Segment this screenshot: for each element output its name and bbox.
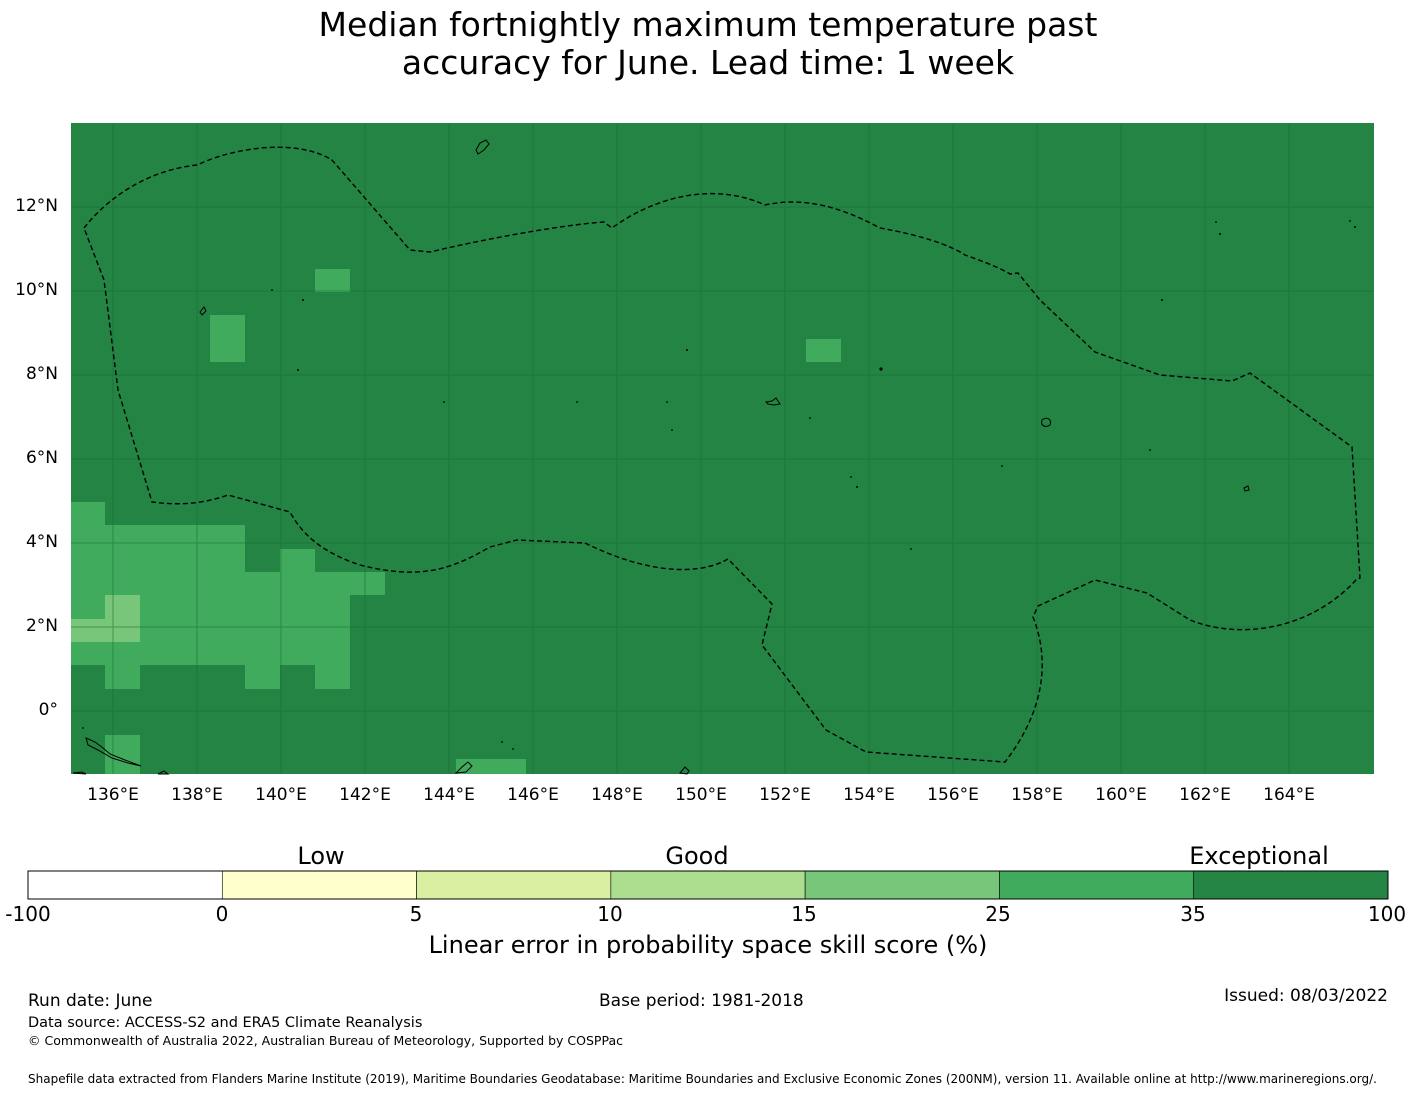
eez-boundary [83,146,1361,763]
atoll-dots [82,220,1356,750]
longitude-tick-label: 148°E [591,785,643,805]
longitude-tick-label: 160°E [1095,785,1147,805]
colorbar-tick: 0 [215,902,229,926]
palau-island [85,737,142,767]
colorbar-bin-1 [221,870,417,900]
longitude-tick-label: 162°E [1179,785,1231,805]
longitude-tick-label: 152°E [759,785,811,805]
latitude-tick-label: 12°N [15,196,58,216]
latitude-tick-label: 4°N [25,532,58,552]
longitude-tick-label: 154°E [843,785,895,805]
cell-region-west-pale [71,595,140,642]
longitude-tick-label: 136°E [87,785,139,805]
map-background [71,123,1374,774]
colorbar-bin-6 [1193,870,1389,900]
chuuk-island [764,397,781,406]
latitude-tick-label: 10°N [15,280,58,300]
base-period: Base period: 1981-2018 [599,991,804,1011]
colorbar-bin-5 [999,870,1195,900]
map-title: Median fortnightly maximum temperature p… [0,6,1416,82]
cell-153e-8n [806,339,841,362]
longitude-tick-label: 146°E [507,785,559,805]
issued-date: Issued: 08/03/2022 [1224,986,1388,1006]
colorbar-tick: -100 [5,902,51,926]
cell-145e-1s [456,759,526,774]
cell-region-west [71,502,385,689]
latitude-tick-label: 2°N [25,616,58,636]
colorbar-tick: 15 [791,902,817,926]
run-date: Run date: June [28,991,153,1011]
kosrae-island [1243,485,1250,492]
colorbar-category-exceptional: Exceptional [1189,842,1329,870]
colorbar-tick: 100 [1367,902,1407,926]
colorbar-label: Linear error in probability space skill … [428,931,988,959]
colorbar-tick: 25 [985,902,1011,926]
longitude-tick-label: 142°E [339,785,391,805]
colorbar-bin-3 [610,870,806,900]
islands [72,139,1250,775]
yap-island [199,306,207,316]
colorbar-bin-2 [416,870,612,900]
longitude-tick-label: 164°E [1263,785,1315,805]
longitude-tick-label: 138°E [171,785,223,805]
latitude-tick-label: 6°N [25,448,58,468]
gridlines [71,123,1374,774]
latitude-tick-label: 8°N [25,364,58,384]
title-line-2: accuracy for June. Lead time: 1 week [401,43,1015,82]
longitude-tick-label: 144°E [423,785,475,805]
longitude-tick-label: 158°E [1011,785,1063,805]
cell-140e-10n [315,269,350,292]
colorbar-bin-4 [804,870,1000,900]
cell-139e-9n [210,315,245,362]
colorbar-category-low: Low [297,842,345,870]
colorbar [27,870,1389,900]
colorbar-tick: 35 [1180,902,1206,926]
latitude-tick-label: 0° [38,700,58,720]
new-guinea-coast [454,761,473,774]
longitude-tick-label: 140°E [255,785,307,805]
title-line-1: Median fortnightly maximum temperature p… [318,5,1098,44]
colorbar-bin-0 [27,870,223,900]
shapefile-credit: Shapefile data extracted from Flanders M… [28,1072,1377,1086]
colorbar-tick: 5 [409,902,423,926]
pohnpei-island [1041,417,1051,427]
colorbar-outline [27,870,1389,900]
colorbar-tick: 10 [597,902,623,926]
island-150e [679,766,690,775]
colorbar-category-good: Good [665,842,729,870]
data-source: Data source: ACCESS-S2 and ERA5 Climate … [28,1015,423,1031]
island-136e-south [72,770,170,775]
copyright: © Commonwealth of Australia 2022, Austra… [28,1033,623,1048]
longitude-tick-label: 156°E [927,785,979,805]
skill-cells [71,269,841,774]
guam-island [475,139,490,155]
longitude-tick-label: 150°E [675,785,727,805]
